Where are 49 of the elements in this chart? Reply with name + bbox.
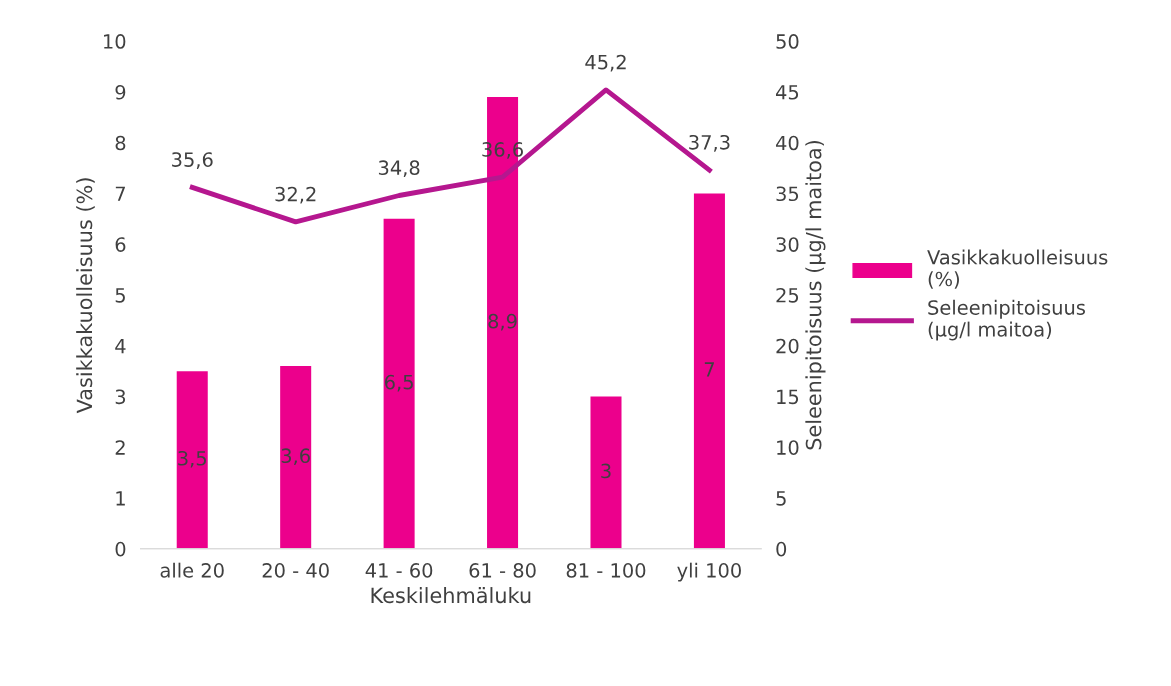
y-tick-label: 10 [104, 34, 126, 49]
bar [280, 366, 312, 549]
y2-tick-label: 20 [776, 338, 799, 354]
y-tick-label: 4 [115, 338, 126, 354]
y2-tick-label: 10 [777, 440, 799, 455]
data-label: 6,5 [385, 374, 413, 392]
y2-tick-label: 25 [776, 287, 799, 303]
data-label: 3 [601, 463, 611, 479]
y-tick-label: 1 [116, 491, 125, 506]
y2-axis-title: Seleenipitoisuus (µg/l maitoa) [805, 140, 826, 450]
y2-tick-label: 35 [776, 186, 799, 202]
y-tick-label: 2 [115, 440, 125, 455]
bar [383, 218, 415, 549]
y-tick-label: 7 [115, 186, 125, 201]
x-tick-label: 61 - 80 [469, 563, 536, 578]
y-axis-title: Vasikkakuolleisuus (%) [76, 178, 95, 414]
legend-label: Vasikkakuolleisuus (%) [927, 249, 1108, 289]
legend-label: Seleenipitoisuus (µg/l maitoa) [928, 299, 1085, 341]
y2-tick-label: 30 [776, 237, 799, 252]
x-axis-title: Keskilehmäluku [371, 587, 531, 604]
x-tick-label: 20 - 40 [262, 563, 329, 578]
data-label: 32,2 [275, 186, 316, 204]
y-tick-label: 0 [115, 541, 126, 557]
y2-tick-label: 45 [775, 85, 799, 100]
data-label: 7 [704, 362, 714, 377]
data-label: 37,3 [689, 134, 730, 152]
data-label: 3,6 [281, 448, 310, 466]
data-label: 45,2 [585, 54, 626, 72]
data-label: 35,6 [172, 152, 213, 169]
y-tick-label: 6 [115, 237, 126, 252]
y-tick-label: 9 [115, 84, 126, 100]
y-tick-label: 3 [115, 389, 126, 405]
y2-tick-label: 15 [777, 389, 799, 405]
x-tick-label: 81 - 100 [566, 563, 646, 578]
y-tick-label: 8 [115, 135, 126, 151]
x-tick-label: alle 20 [160, 562, 224, 578]
y2-tick-label: 50 [776, 34, 799, 49]
y2-tick-label: 40 [775, 135, 799, 151]
data-label: 34,8 [378, 160, 420, 178]
y2-tick-label: 5 [776, 491, 786, 506]
data-label: 3,5 [178, 450, 206, 468]
x-tick-label: yli 100 [677, 562, 741, 582]
y-tick-label: 5 [115, 288, 125, 303]
bar [590, 396, 622, 549]
bar [693, 193, 725, 549]
y2-tick-label: 0 [776, 541, 787, 557]
x-tick-label: 41 - 60 [365, 563, 433, 578]
bar [176, 371, 208, 549]
data-label: 8,9 [488, 313, 517, 331]
